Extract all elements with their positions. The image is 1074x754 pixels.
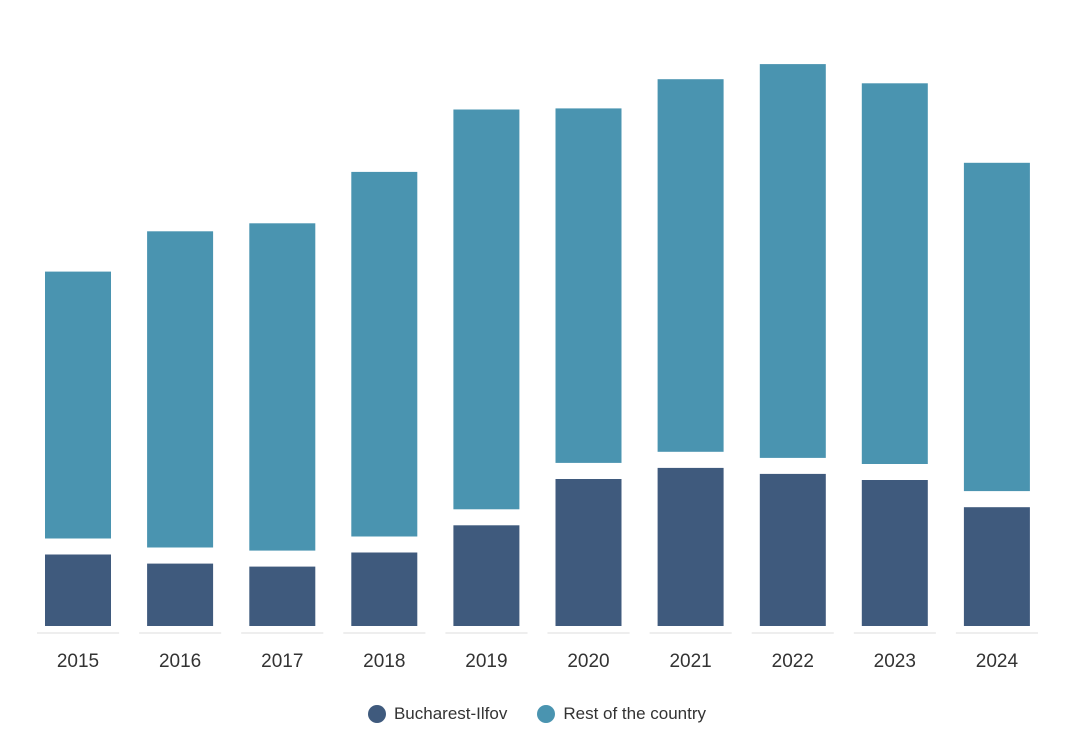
x-tick-label-2022: 2022 — [772, 651, 814, 672]
bar-bucharest-ilfov-2023[interactable] — [861, 480, 928, 626]
x-tick-label-2018: 2018 — [363, 651, 405, 672]
bar-rest-of-the-country-2018[interactable] — [351, 171, 418, 537]
bar-bucharest-ilfov-2016[interactable] — [147, 563, 214, 626]
x-tick-label-2017: 2017 — [261, 651, 303, 672]
x-tick-label-2020: 2020 — [567, 651, 609, 672]
bar-bucharest-ilfov-2018[interactable] — [351, 552, 418, 627]
x-tick-label-2021: 2021 — [669, 651, 711, 672]
legend-swatch-rest-of-the-country — [537, 705, 556, 723]
legend: Bucharest-Ilfov Rest of the country — [0, 704, 1074, 724]
bar-bucharest-ilfov-2017[interactable] — [249, 566, 316, 626]
legend-label-bucharest-ilfov: Bucharest-Ilfov — [393, 704, 508, 723]
legend-item-bucharest-ilfov[interactable]: Bucharest-Ilfov — [367, 704, 508, 724]
bar-rest-of-the-country-2020[interactable] — [555, 108, 622, 463]
bar-bucharest-ilfov-2022[interactable] — [759, 473, 826, 626]
bar-rest-of-the-country-2023[interactable] — [861, 83, 928, 465]
bar-bucharest-ilfov-2020[interactable] — [555, 479, 622, 626]
bar-bucharest-ilfov-2021[interactable] — [657, 467, 724, 626]
bar-rest-of-the-country-2016[interactable] — [147, 231, 214, 548]
bar-rest-of-the-country-2022[interactable] — [759, 64, 826, 458]
legend-item-rest-of-the-country[interactable]: Rest of the country — [537, 704, 706, 724]
x-tick-label-2016: 2016 — [159, 651, 201, 672]
bar-rest-of-the-country-2015[interactable] — [45, 271, 111, 539]
x-tick-label-2019: 2019 — [465, 651, 507, 672]
legend-label-rest-of-the-country: Rest of the country — [563, 704, 707, 723]
x-tick-label-2024: 2024 — [976, 651, 1019, 672]
x-tick-label-2015: 2015 — [57, 651, 99, 672]
legend-swatch-bucharest-ilfov — [367, 705, 386, 723]
bar-bucharest-ilfov-2019[interactable] — [453, 525, 520, 626]
bar-rest-of-the-country-2017[interactable] — [249, 223, 316, 551]
bar-bucharest-ilfov-2024[interactable] — [963, 507, 1030, 626]
bar-rest-of-the-country-2019[interactable] — [453, 109, 520, 510]
x-tick-label-2023: 2023 — [874, 651, 916, 672]
bar-bucharest-ilfov-2015[interactable] — [45, 554, 111, 627]
bar-rest-of-the-country-2021[interactable] — [657, 79, 724, 452]
bar-rest-of-the-country-2024[interactable] — [963, 162, 1030, 492]
